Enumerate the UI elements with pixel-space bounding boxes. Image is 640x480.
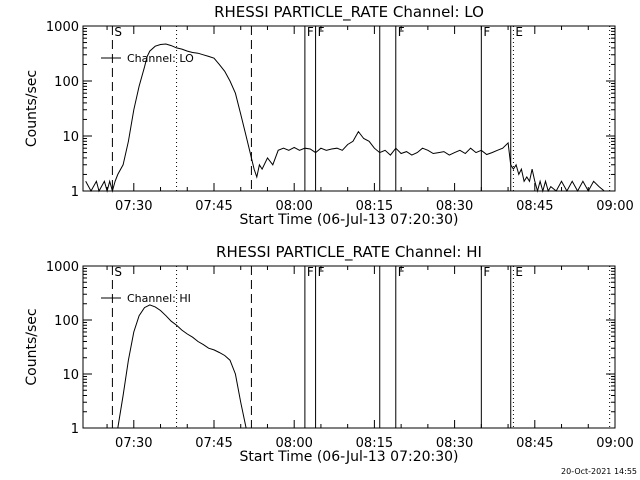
chart-panel-0: RHESSI PARTICLE_RATE Channel: LO 1 10 100 10… [24, 3, 634, 228]
y-tick-label: 1000 [46, 20, 79, 35]
y-tick-label: 1000 [46, 260, 79, 275]
x-tick-label: 08:00 [275, 436, 312, 451]
plot-frame [82, 265, 616, 429]
legend-label: Channel: HI [127, 292, 191, 305]
event-marker-label: S [114, 25, 122, 39]
event-marker-label: E [515, 25, 523, 39]
y-axis-label: Counts/sec [24, 308, 40, 385]
x-tick-label: 09:00 [596, 436, 633, 451]
x-tick-label: 08:00 [275, 199, 312, 214]
chart-title: RHESSI PARTICLE_RATE Channel: HI [216, 243, 482, 262]
x-axis-label: Start Time (06-Jul-13 07:20:30) [239, 449, 458, 465]
data-series-line [85, 43, 605, 193]
x-tick-label: 07:30 [115, 436, 152, 451]
x-axis-label: Start Time (06-Jul-13 07:20:30) [239, 212, 458, 228]
chart-panel-1: RHESSI PARTICLE_RATE Channel: HI 1 10 100 10… [24, 243, 634, 465]
event-marker-label: F [318, 25, 325, 39]
x-tick-label: 08:30 [436, 436, 473, 451]
x-tick-label: 08:45 [516, 199, 553, 214]
event-marker-label: F [483, 265, 490, 279]
x-tick-label: 08:15 [356, 199, 393, 214]
footer-timestamp: 20-Oct-2021 14:55 [561, 467, 637, 476]
x-tick-label: 07:45 [195, 436, 232, 451]
x-tick-label: 08:15 [356, 436, 393, 451]
event-marker-label: F [483, 25, 490, 39]
y-tick-label: 10 [62, 368, 79, 383]
event-marker-label: F [318, 265, 325, 279]
y-tick-label: 10 [62, 130, 79, 145]
x-tick-label: 09:00 [596, 199, 633, 214]
x-tick-label: 07:45 [195, 199, 232, 214]
x-tick-label: 07:30 [115, 199, 152, 214]
y-tick-label: 1 [71, 422, 79, 437]
y-tick-label: 100 [54, 75, 79, 90]
event-marker-label: E [515, 265, 523, 279]
x-tick-label: 08:30 [436, 199, 473, 214]
y-tick-label: 1 [71, 185, 79, 200]
event-marker-label: F [307, 25, 314, 39]
data-series-line [117, 304, 247, 429]
event-marker-label: F [398, 265, 405, 279]
event-marker-label: F [307, 265, 314, 279]
event-marker-label: F [398, 25, 405, 39]
event-marker-label: S [114, 265, 122, 279]
legend-label: Channel: LO [127, 52, 194, 65]
plot-frame [82, 25, 616, 192]
y-tick-label: 100 [54, 314, 79, 329]
x-tick-label: 08:45 [516, 436, 553, 451]
chart-title: RHESSI PARTICLE_RATE Channel: LO [214, 3, 484, 22]
y-axis-label: Counts/sec [24, 70, 40, 147]
